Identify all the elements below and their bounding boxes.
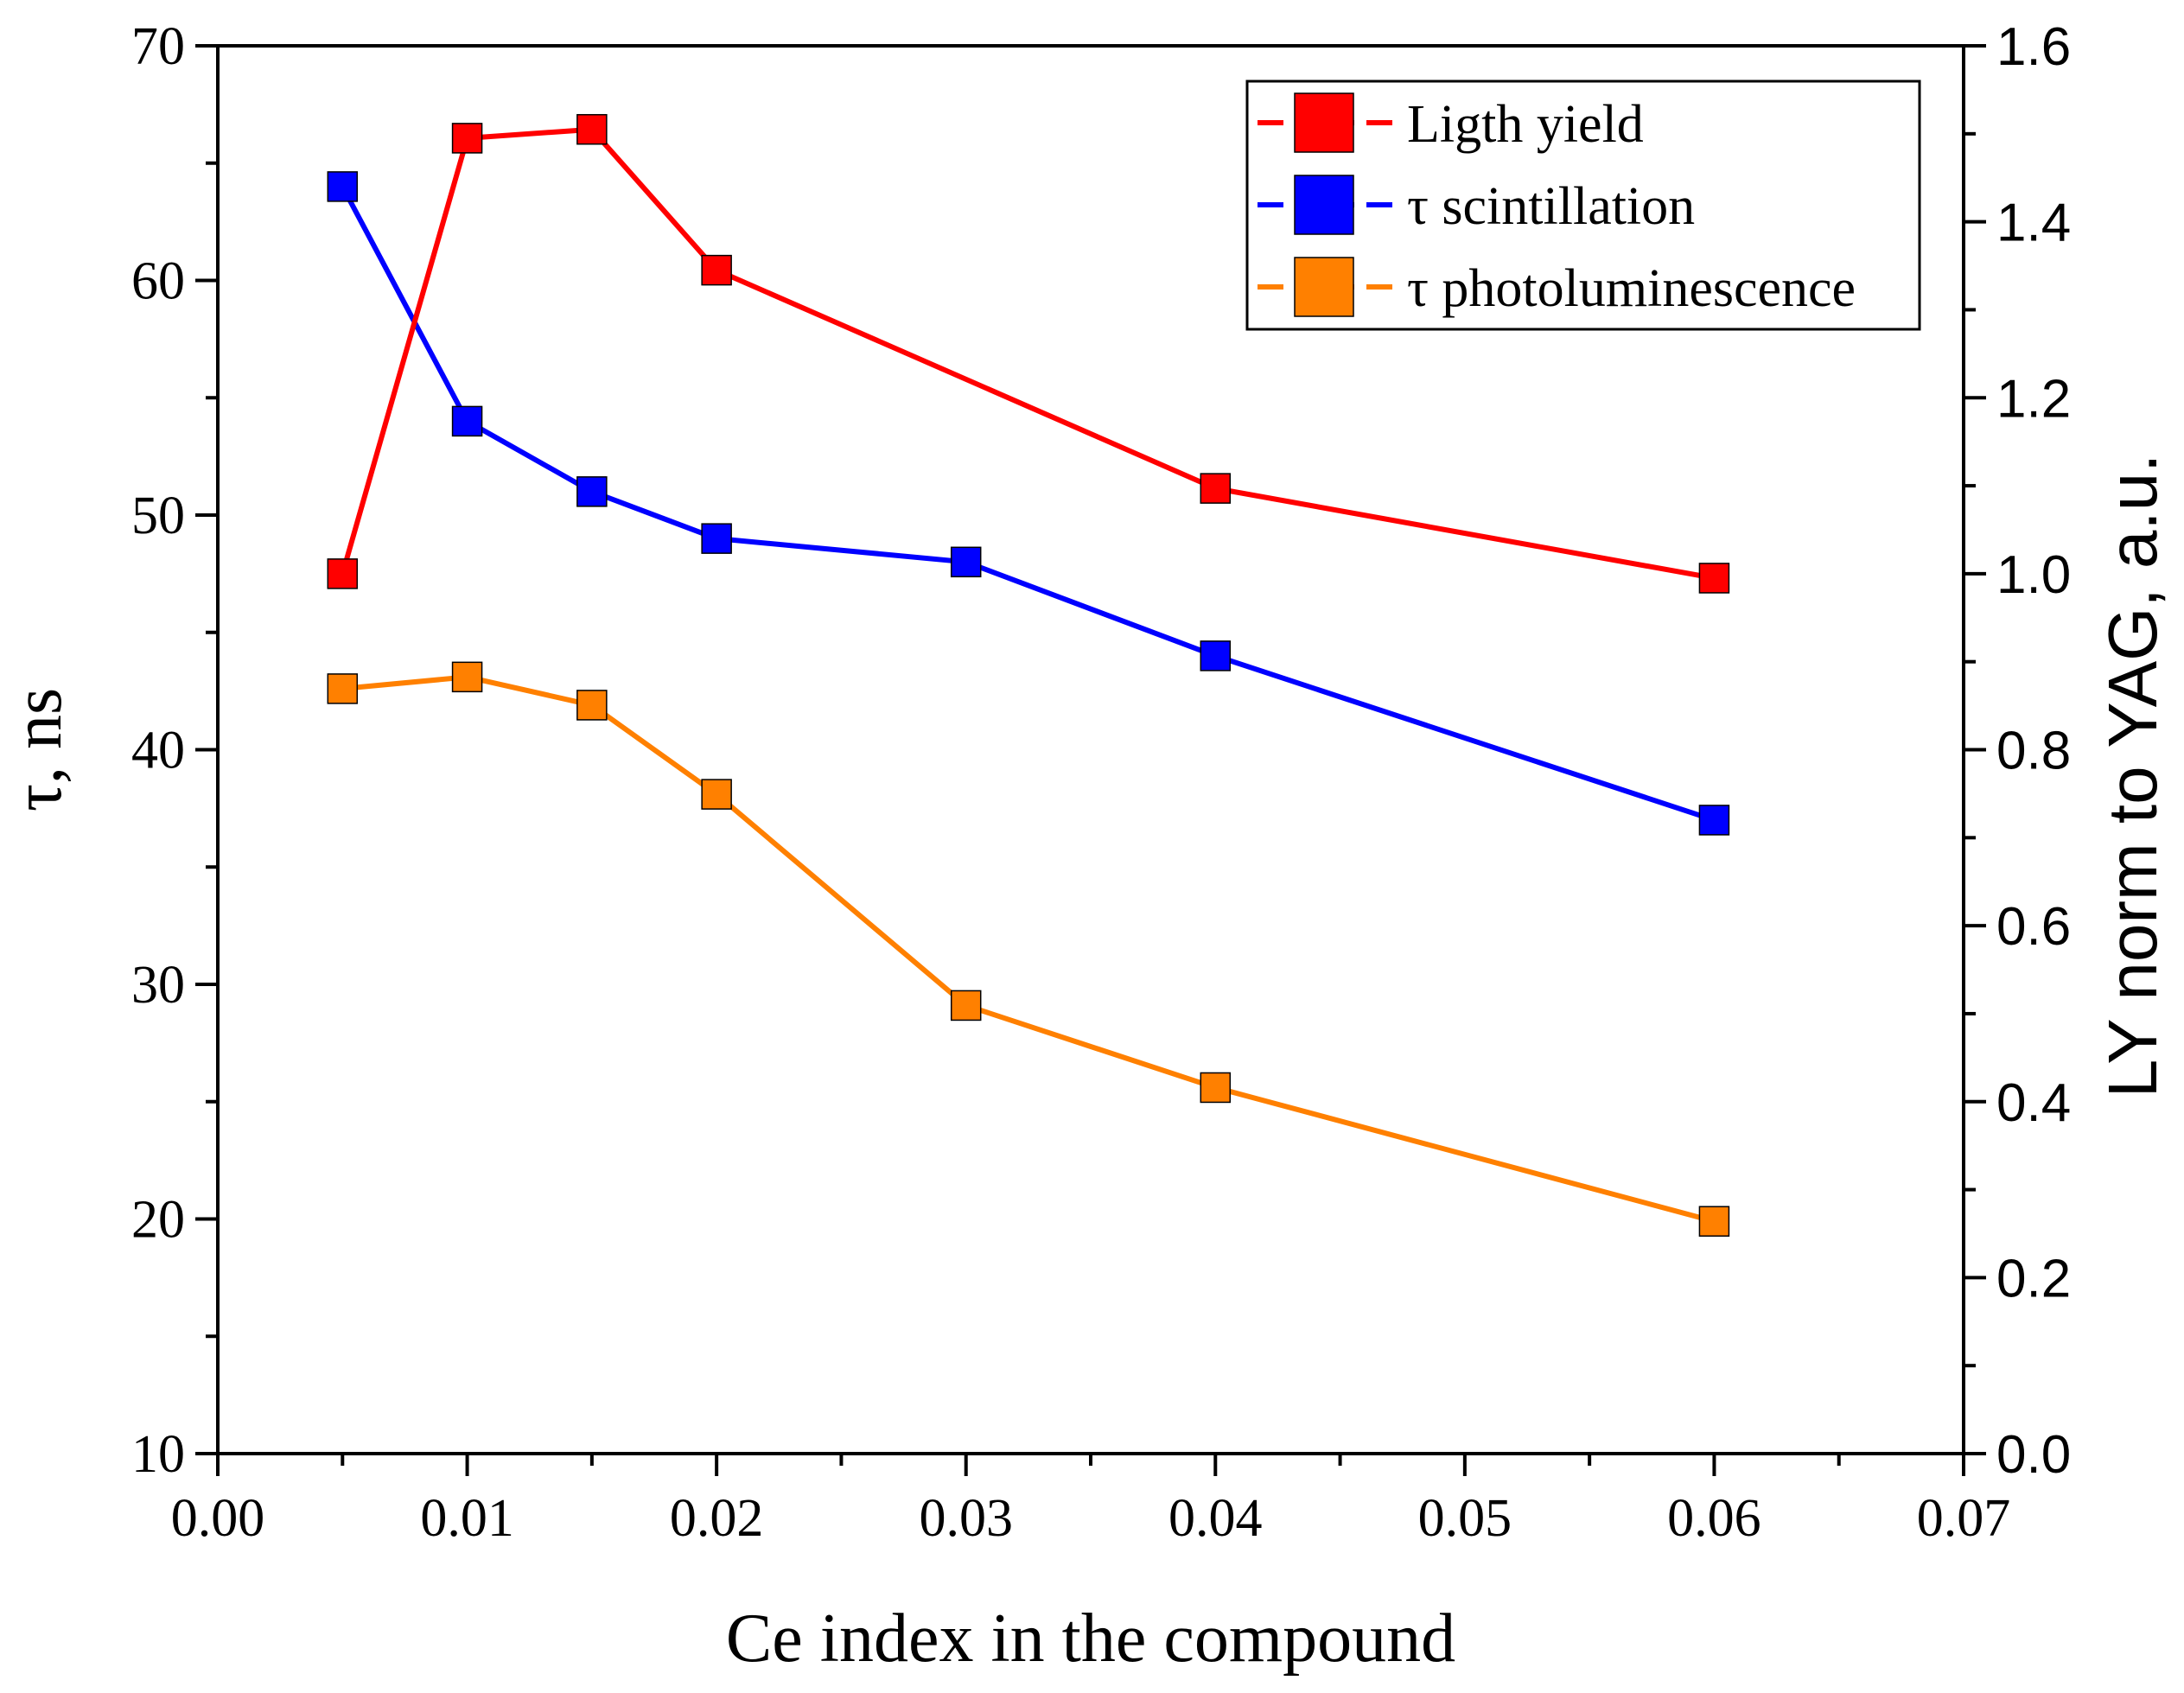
y-right-axis-title: LY norm to YAG, a.u. [2094,454,2171,1098]
y-left-axis-title: τ, ns [0,688,76,811]
data-point [950,990,982,1022]
y-left-tick-label: 70 [131,17,185,76]
legend-marker [1294,257,1354,317]
x-tick-label: 0.03 [919,1489,1013,1548]
legend-item: τ scintillation [1258,175,1695,236]
x-tick-label: 0.07 [1917,1489,2011,1548]
data-point [576,113,608,145]
data-point [451,123,483,154]
y-left-tick-label: 50 [131,487,185,545]
data-point [1698,1206,1730,1237]
y-left-tick-label: 20 [131,1191,185,1250]
legend-box [1245,80,1921,331]
series-line [342,674,1716,1225]
x-axis-title: Ce index in the compound [726,1601,1455,1677]
y-left-tick-label: 10 [131,1425,185,1484]
legend-marker [1294,175,1354,235]
data-point [327,171,359,202]
data-point [1698,805,1730,836]
legend-item: Ligth yield [1258,92,1644,154]
data-point [576,476,608,507]
x-tick-label: 0.00 [171,1489,265,1548]
legend-label: τ photoluminescence [1407,259,1856,318]
y-right-tick-label: 0.0 [1996,1425,2071,1485]
data-point [701,523,732,554]
y-right-tick-label: 1.2 [1996,369,2071,429]
data-point [327,673,359,704]
y-right-tick-label: 1.0 [1996,545,2071,605]
data-point [327,558,359,589]
data-point [701,254,732,286]
x-tick-label: 0.02 [670,1489,764,1548]
legend-label: τ scintillation [1407,177,1695,236]
legend: Ligth yield τ scintillation τ photolumines… [1245,80,1921,331]
y-right-tick-label: 0.8 [1996,722,2071,781]
data-point [1200,1072,1232,1104]
y-right-tick-label: 1.6 [1996,17,2071,77]
legend-item: τ photoluminescence [1258,257,1856,318]
data-point [576,690,608,721]
series-0 [327,113,1730,594]
x-tick-label: 0.04 [1168,1489,1263,1548]
y-right-tick-label: 0.6 [1996,897,2071,957]
data-point [1200,640,1232,671]
series-1 [327,171,1730,836]
series-2 [327,661,1730,1237]
x-tick-label: 0.01 [420,1489,514,1548]
y-left-tick-label: 30 [131,956,185,1015]
y-right-tick-label: 0.4 [1996,1073,2071,1133]
series-line [340,126,1715,581]
y-left-tick-label: 60 [131,252,185,311]
y-left-tick-label: 40 [131,722,185,780]
x-tick-label: 0.05 [1418,1489,1512,1548]
data-point [950,546,982,578]
legend-label: Ligth yield [1407,95,1644,154]
y-right-tick-label: 1.4 [1996,194,2071,253]
data-point [451,405,483,437]
y-right-tick-label: 0.2 [1996,1249,2071,1308]
legend-marker [1294,92,1354,153]
x-tick-label: 0.06 [1667,1489,1761,1548]
data-point [1698,563,1730,594]
data-point [701,779,732,810]
series-layer [327,113,1730,1237]
axes: 0.00 0.01 0.02 0.03 0.04 0.05 0.06 0.07 10 20 30 40… [0,17,2171,1677]
data-point [451,661,483,693]
data-point [1200,473,1232,504]
